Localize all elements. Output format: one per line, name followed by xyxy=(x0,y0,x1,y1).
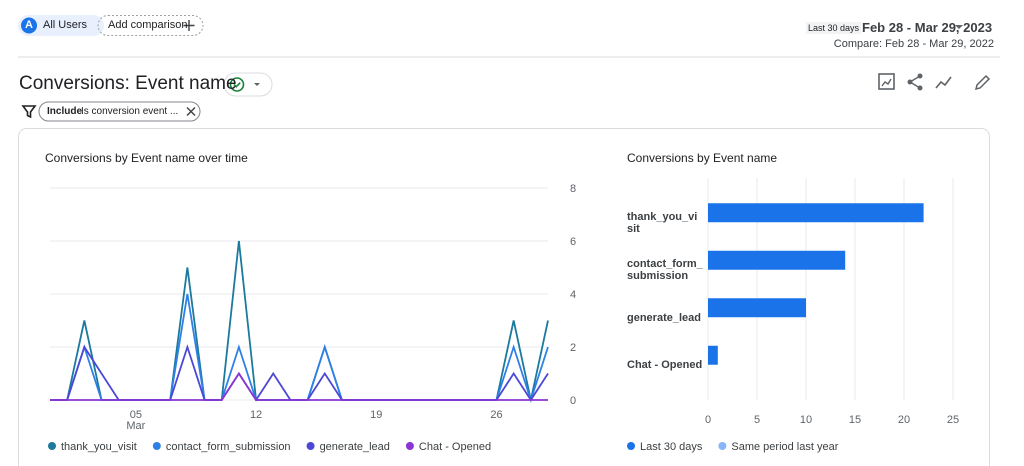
x-tick-label: 05 Mar xyxy=(126,409,146,432)
insights-icon[interactable] xyxy=(935,76,952,89)
report-title: Conversions: Event name xyxy=(19,73,237,94)
legend-label: Last 30 days xyxy=(640,441,703,453)
filter-chip[interactable] xyxy=(38,101,201,122)
x-tick-label: 19 xyxy=(370,409,383,421)
legend-label: generate_lead xyxy=(320,441,390,453)
bar xyxy=(708,345,718,365)
legend-label: Same period last year xyxy=(731,441,838,453)
date-range-label: Last 30 days xyxy=(806,22,862,34)
legend-dot xyxy=(405,442,414,450)
x-tick-label: 25 xyxy=(947,414,959,426)
x-tick-label: 0 xyxy=(705,414,711,426)
segment-chip[interactable] xyxy=(18,15,104,36)
filter-text: Is conversion event ... xyxy=(81,106,179,117)
add-comparison-chip[interactable] xyxy=(97,15,204,36)
plus-icon xyxy=(183,20,195,31)
bar xyxy=(708,298,806,318)
x-tick-label: 15 xyxy=(849,414,861,426)
series-line xyxy=(50,371,548,401)
series-line xyxy=(50,344,549,402)
legend-label: thank_you_visit xyxy=(61,441,137,453)
date-range[interactable]: Feb 28 - Mar 29, 2023 xyxy=(862,20,993,35)
legend-label: contact_form_submission xyxy=(166,441,291,453)
bar xyxy=(708,203,924,223)
x-tick-label: 10 xyxy=(800,414,812,426)
chart-title: Conversions by Event name over time xyxy=(45,151,248,165)
legend-label: Chat - Opened xyxy=(419,441,491,453)
legend-dot xyxy=(48,442,56,450)
edit-report-glyph xyxy=(881,78,892,87)
legend-dot xyxy=(152,442,161,450)
segment-avatar xyxy=(21,17,37,34)
filter-include: Include xyxy=(47,106,83,117)
y-tick-label: 8 xyxy=(570,183,576,195)
legend-dot xyxy=(718,442,727,450)
segment-initial: A xyxy=(25,19,33,31)
y-tick-label: 6 xyxy=(570,236,576,248)
compare-range: Compare: Feb 28 - Mar 29, 2022 xyxy=(833,38,994,50)
y-tick-label: 4 xyxy=(570,289,576,301)
customize-icon[interactable] xyxy=(974,74,991,91)
chart-title: Conversions by Event name xyxy=(627,151,778,165)
title-chip[interactable] xyxy=(223,72,273,97)
filter-remove[interactable] xyxy=(186,107,196,116)
x-tick-label: 26 xyxy=(490,409,503,421)
y-tick-label: 2 xyxy=(570,342,576,354)
add-comparison[interactable]: Add comparison xyxy=(108,19,188,31)
segment-name: All Users xyxy=(43,19,88,31)
check-mark xyxy=(233,82,241,88)
legend-dot xyxy=(306,442,315,450)
category-label: generate_lead xyxy=(627,311,701,324)
dropdown-icon[interactable] xyxy=(955,25,963,29)
category-label: thank_you_visit xyxy=(627,210,698,235)
x-tick-label: 5 xyxy=(754,414,760,426)
card xyxy=(18,128,990,466)
x-tick-label: 20 xyxy=(898,414,910,426)
category-label: Chat - Opened xyxy=(627,359,703,372)
series-line xyxy=(50,240,549,401)
y-tick-label: 0 xyxy=(570,395,576,407)
filter-icon xyxy=(21,105,37,119)
dropdown-icon xyxy=(254,83,260,86)
check-icon xyxy=(229,77,245,92)
share-icon[interactable] xyxy=(907,73,923,91)
edit-report-icon[interactable] xyxy=(878,73,895,90)
category-label: contact_form_submission xyxy=(627,258,703,283)
bar xyxy=(708,250,846,270)
legend-dot xyxy=(627,442,635,450)
x-tick-label: 12 xyxy=(249,409,263,421)
